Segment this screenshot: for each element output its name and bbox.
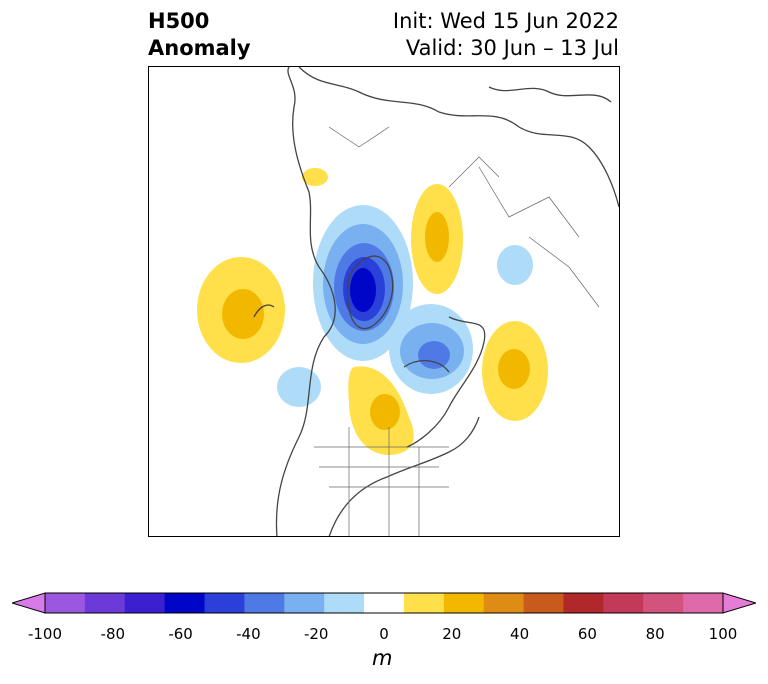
init-date-label: Init: Wed 15 Jun 2022: [392, 9, 619, 33]
anomaly-label: Anomaly: [148, 36, 251, 60]
colorbar-cell: [84, 593, 126, 613]
coastlines: [253, 67, 619, 536]
map-svg: [197, 67, 619, 536]
anomaly-map: [148, 66, 620, 537]
colorbar-cell: [603, 593, 644, 613]
colorbar-cell: [364, 593, 405, 613]
colorbar-extend-high: [722, 592, 758, 614]
valid-range-label: Valid: 30 Jun – 13 Jul: [405, 36, 619, 60]
colorbar-cell: [284, 593, 325, 613]
colorbar-unit-label: m: [372, 646, 393, 670]
colorbar-cell: [403, 593, 445, 613]
colorbar-cell: [563, 593, 604, 613]
colorbar-cell: [683, 593, 724, 613]
anomaly-fields: [197, 168, 548, 455]
colorbar-tick-label: 20: [442, 625, 462, 643]
colorbar-tick-label: -40: [236, 625, 261, 643]
colorbar-tick-label: -80: [100, 625, 126, 643]
anomaly-positive-siberia-core: [425, 212, 449, 262]
anomaly-positive-atlantic-core: [498, 349, 530, 389]
anomaly-negative-archipelago-core: [418, 341, 450, 369]
colorbar-svg: [10, 592, 758, 614]
colorbar-tick-label: 0: [379, 625, 389, 643]
anomaly-positive-small: [302, 168, 328, 186]
colorbar-cell: [124, 593, 166, 613]
colorbar-tick-label: 80: [645, 625, 665, 643]
colorbar-tick-label: -100: [27, 625, 63, 643]
colorbar: [10, 590, 758, 620]
colorbar-tick-label: 60: [577, 625, 597, 643]
colorbar-tick-label: -60: [168, 625, 193, 643]
borders: [314, 126, 600, 536]
colorbar-cell: [443, 593, 485, 613]
colorbar-tick-label: 40: [510, 625, 530, 643]
plot-title-left: H500 Anomaly: [148, 8, 251, 62]
colorbar-cell: [523, 593, 564, 613]
colorbar-cell: [45, 593, 86, 613]
colorbar-cell: [204, 593, 245, 613]
colorbar-cell: [244, 593, 285, 613]
colorbar-extend-low: [10, 592, 46, 614]
colorbar-tick-label: 100: [708, 625, 738, 643]
plot-title-right: Init: Wed 15 Jun 2022 Valid: 30 Jun – 13…: [393, 8, 619, 62]
colorbar-cell: [164, 593, 206, 613]
variable-label: H500: [148, 9, 210, 33]
colorbar-tick-label: -20: [303, 625, 329, 643]
anomaly-positive-pacific-core: [222, 289, 264, 339]
anomaly-negative-arctic-core: [350, 268, 376, 312]
colorbar-cell: [324, 593, 365, 613]
anomaly-positive-na-core: [370, 394, 400, 430]
colorbar-cell: [643, 593, 684, 613]
anomaly-negative-east: [497, 245, 533, 285]
anomaly-negative-alaska: [277, 367, 321, 407]
colorbar-cells: [44, 592, 724, 614]
colorbar-cell: [483, 593, 525, 613]
